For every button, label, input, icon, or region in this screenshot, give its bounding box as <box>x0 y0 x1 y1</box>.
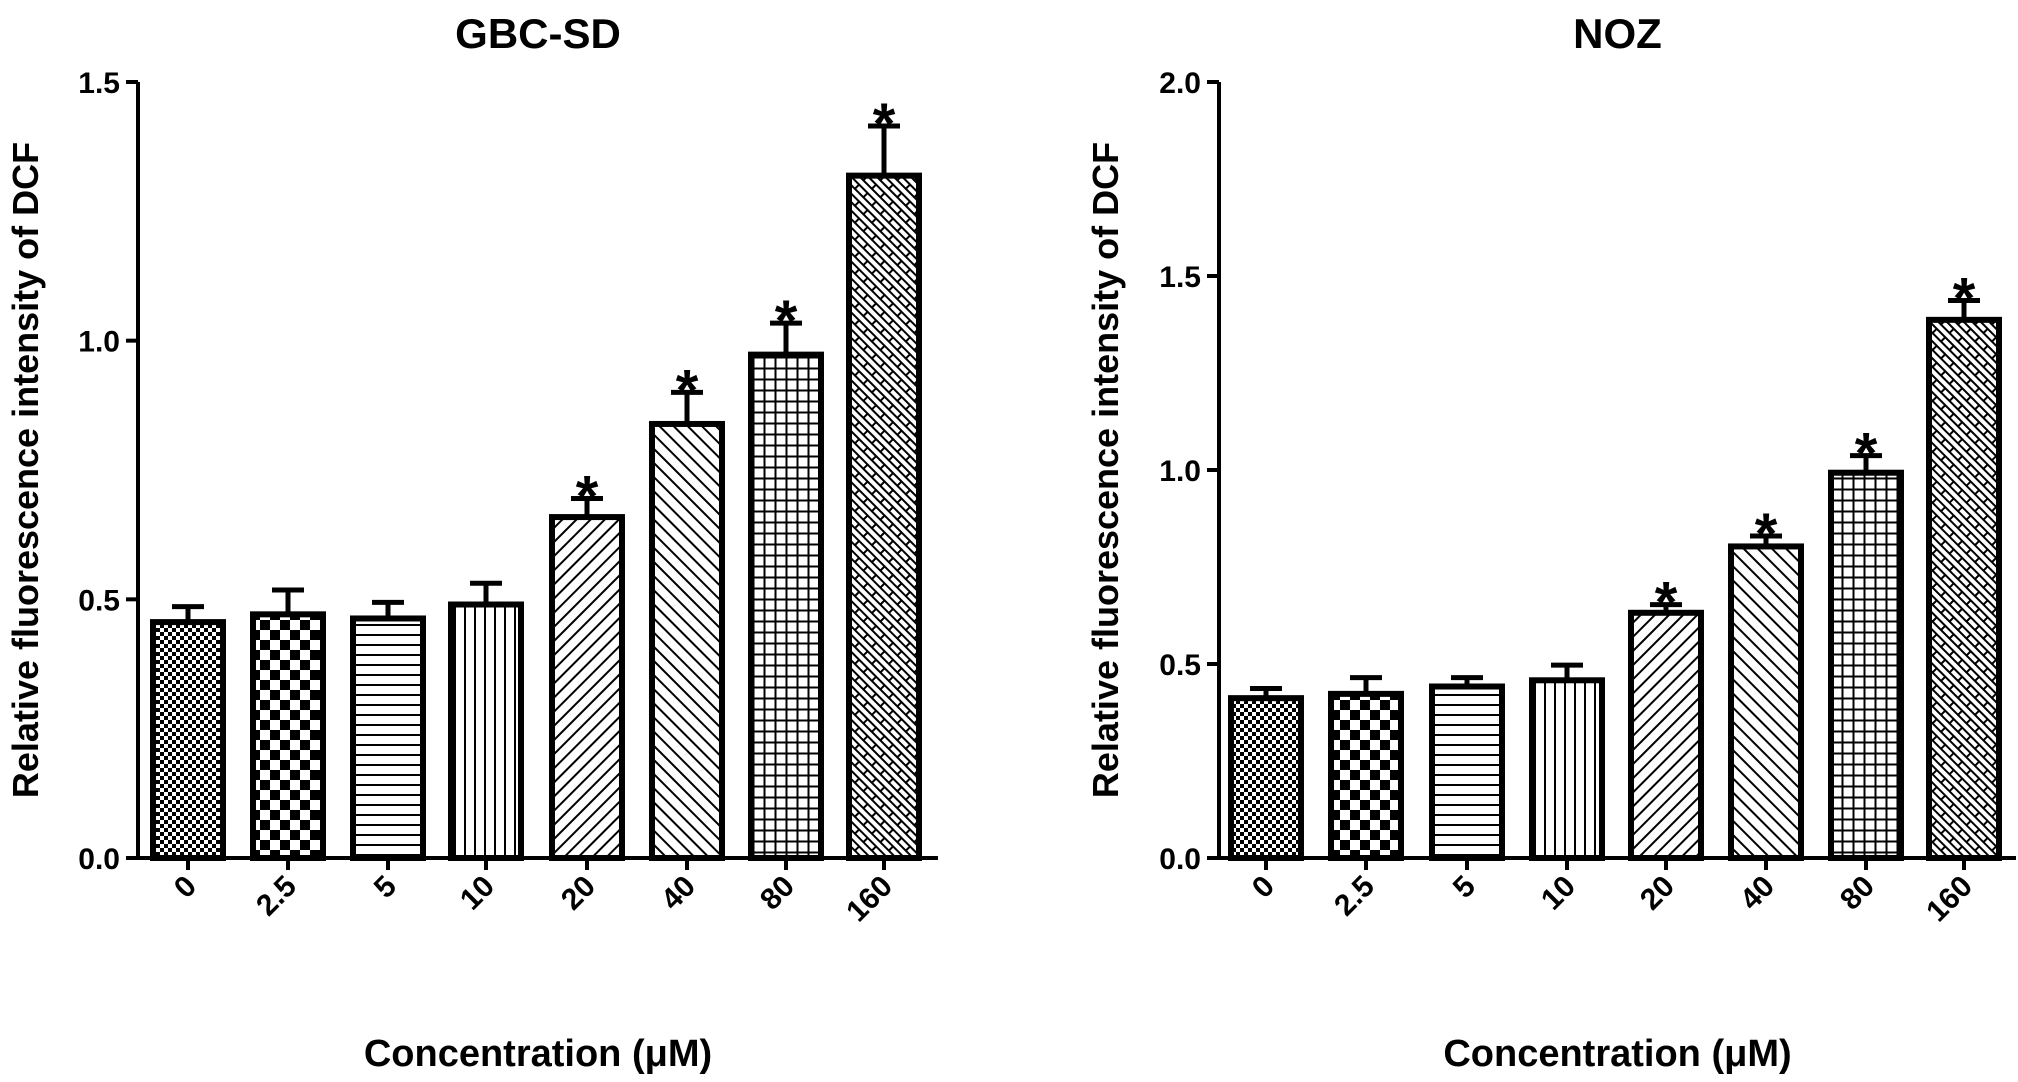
x-tick-label: 2.5 <box>250 870 303 923</box>
bar-80 <box>1828 469 1904 861</box>
y-tick-label: 0.0 <box>1159 843 1201 876</box>
bar-2.5 <box>1328 690 1404 861</box>
y-axis-label: Relative fluorescence intensity of DCF <box>5 142 46 798</box>
x-tick-label: 20 <box>555 870 602 917</box>
bar-10 <box>448 601 524 861</box>
significance-marker: * <box>775 289 798 354</box>
bar-160 <box>1926 316 2002 861</box>
x-tick-label: 10 <box>1535 870 1582 917</box>
y-tick-label: 0.5 <box>78 584 120 617</box>
y-axis-label: Relative fluorescence intensity of DCF <box>1085 142 1126 798</box>
x-axis-label: Concentration (μM) <box>364 1033 712 1075</box>
bar-0 <box>1228 695 1304 861</box>
x-tick-label: 160 <box>1920 870 1979 929</box>
bar-0 <box>150 619 226 862</box>
significance-marker: * <box>576 464 599 529</box>
x-axis-label: Concentration (μM) <box>1443 1033 1791 1075</box>
bar-20 <box>549 514 625 861</box>
y-tick-label: 2.0 <box>1159 67 1201 100</box>
y-tick-label: 1.5 <box>78 67 120 100</box>
x-tick-label: 80 <box>1834 870 1881 917</box>
significance-marker: * <box>1755 502 1778 567</box>
x-tick-label: 5 <box>368 870 403 905</box>
x-tick-label: 80 <box>754 870 801 917</box>
significance-marker: * <box>1953 266 1976 331</box>
x-tick-label: 40 <box>655 870 702 917</box>
y-tick-label: 0.5 <box>1159 649 1201 682</box>
x-tick-label: 2.5 <box>1328 870 1381 923</box>
x-tick-label: 20 <box>1634 870 1681 917</box>
significance-marker: * <box>873 92 896 157</box>
significance-marker: * <box>1855 422 1878 487</box>
chart-title: GBC-SD <box>455 10 621 57</box>
x-tick-label: 10 <box>454 870 501 917</box>
y-tick-label: 1.0 <box>1159 455 1201 488</box>
chart-title: NOZ <box>1573 10 1662 57</box>
significance-marker: * <box>1655 571 1678 636</box>
x-tick-label: 40 <box>1734 870 1781 917</box>
x-tick-label: 0 <box>168 870 203 905</box>
chart-panel-gbc-sd: GBC-SD Relative fluorescence intensity of… <box>5 10 938 1075</box>
y-tick-label: 1.0 <box>78 326 120 359</box>
x-tick-label: 0 <box>1246 870 1281 905</box>
bar-5 <box>350 615 426 861</box>
bar-20 <box>1628 609 1704 861</box>
bar-40 <box>649 420 725 861</box>
bar-160 <box>846 172 922 861</box>
chart-panel-noz: NOZ Relative fluorescence intensity of DC… <box>1085 10 2016 1075</box>
y-tick-label: 0.0 <box>78 843 120 876</box>
bar-5 <box>1429 683 1505 862</box>
bar-40 <box>1728 543 1804 861</box>
x-tick-label: 5 <box>1447 870 1482 905</box>
significance-marker: * <box>676 358 699 423</box>
x-tick-label: 160 <box>840 870 899 929</box>
bar-10 <box>1529 677 1605 862</box>
y-tick-label: 1.5 <box>1159 261 1201 294</box>
bar-80 <box>748 351 824 861</box>
bar-2.5 <box>250 611 326 861</box>
